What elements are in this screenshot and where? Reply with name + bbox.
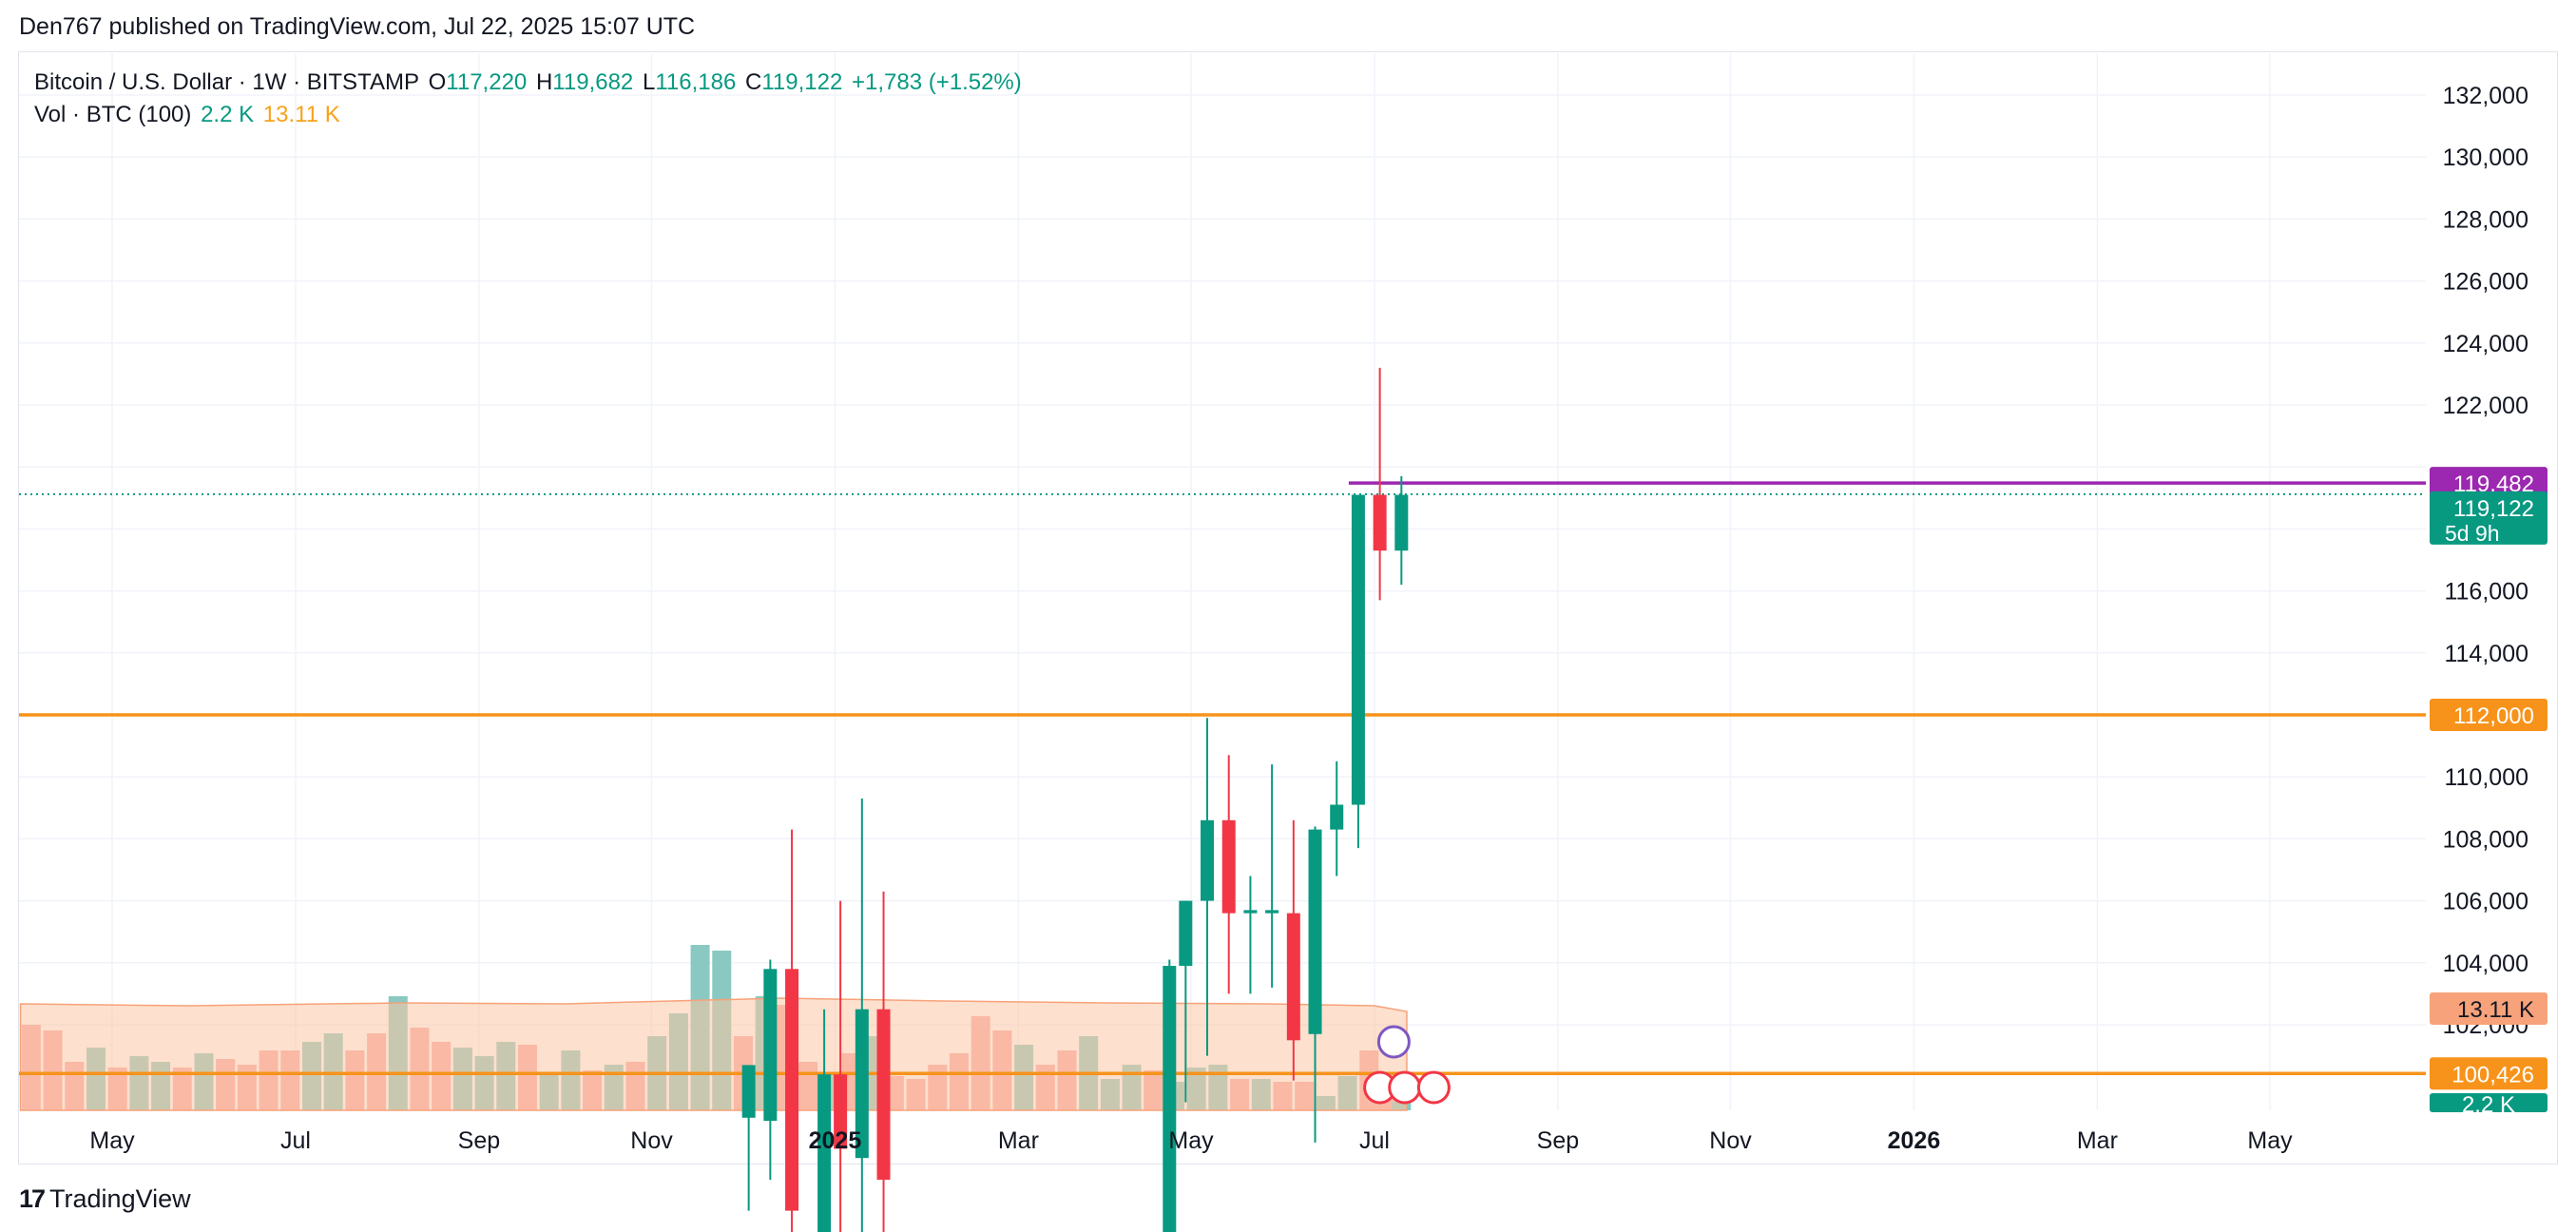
event-marker-icon bbox=[1388, 1070, 1422, 1105]
y-tick-label: 126,000 bbox=[2443, 269, 2528, 296]
x-tick-label: Jul bbox=[1359, 1127, 1390, 1154]
x-tick-label: 2026 bbox=[1888, 1127, 1941, 1154]
candle-body bbox=[1201, 819, 1215, 901]
close-label: C bbox=[744, 69, 762, 95]
x-tick-label: May bbox=[2247, 1127, 2293, 1154]
y-tick-label: 116,000 bbox=[2444, 579, 2528, 606]
open-label: O bbox=[428, 69, 447, 95]
volume-last-tag: 2.2 K bbox=[2462, 1092, 2515, 1118]
x-tick-label: May bbox=[89, 1127, 135, 1154]
volume-ma-tag: 13.11 K bbox=[2457, 997, 2534, 1023]
candle-body bbox=[1265, 910, 1279, 914]
x-tick-label: Mar bbox=[998, 1127, 1039, 1154]
volume-last-tag-bg bbox=[2430, 1093, 2547, 1112]
price-tag-100426: 100,426 bbox=[2451, 1062, 2534, 1088]
price-tag-112000: 112,000 bbox=[2453, 703, 2534, 729]
candle-body bbox=[1163, 966, 1177, 1232]
x-tick-label: Sep bbox=[458, 1127, 500, 1154]
volume-ma-value: 13.11 K bbox=[262, 102, 340, 127]
y-tick-label: 104,000 bbox=[2443, 951, 2528, 977]
candle-body bbox=[817, 1074, 832, 1232]
last-price-countdown: 5d 9h bbox=[2445, 521, 2500, 546]
y-tick-label: 110,000 bbox=[2444, 764, 2528, 791]
candle-body bbox=[763, 969, 778, 1122]
x-tick-label: Sep bbox=[1537, 1127, 1579, 1154]
candle-body bbox=[855, 1009, 869, 1159]
tradingview-logo[interactable]: 17 TradingView bbox=[19, 1184, 191, 1214]
candle-body bbox=[1221, 819, 1236, 914]
x-tick-label: Nov bbox=[1709, 1127, 1752, 1154]
x-tick-label: 2025 bbox=[809, 1127, 862, 1154]
price-tag-100426-bg bbox=[2430, 1057, 2547, 1090]
volume-value: 2.2 K bbox=[201, 102, 255, 127]
candle-body bbox=[1286, 913, 1300, 1041]
y-tick-label: 128,000 bbox=[2443, 206, 2528, 233]
x-tick-label: Jul bbox=[280, 1127, 311, 1154]
close-value: 119,122 bbox=[761, 69, 843, 95]
y-tick-label: 132,000 bbox=[2443, 83, 2528, 109]
candle-body bbox=[1179, 900, 1193, 967]
y-tick-label: 108,000 bbox=[2443, 826, 2528, 853]
candle-body bbox=[1394, 494, 1409, 551]
last-price-tag: 119,122 bbox=[2453, 496, 2534, 522]
chart-frame[interactable] bbox=[18, 51, 2558, 1165]
volume-ma-area bbox=[19, 997, 1408, 1111]
candle-body bbox=[1330, 804, 1344, 830]
candle-body bbox=[1351, 494, 1365, 805]
x-tick-label: Nov bbox=[630, 1127, 673, 1154]
candle-body bbox=[1308, 829, 1322, 1034]
price-tag-119482-bg bbox=[2430, 467, 2547, 500]
volume-label: Vol · BTC (100) bbox=[34, 102, 192, 127]
y-tick-label: 114,000 bbox=[2444, 641, 2528, 667]
price-tag-112000-bg bbox=[2430, 699, 2547, 731]
candle-body bbox=[1373, 494, 1387, 551]
candle-body bbox=[876, 1009, 891, 1180]
last-price-tag-bg bbox=[2430, 491, 2547, 545]
x-tick-label: Mar bbox=[2077, 1127, 2118, 1154]
published-line: Den767 published on TradingView.com, Jul… bbox=[19, 13, 696, 40]
change-value: +1,783 (+1.52%) bbox=[851, 69, 1022, 95]
candle-body bbox=[741, 1065, 756, 1118]
y-tick-label: 124,000 bbox=[2443, 331, 2528, 357]
tradingview-brand: TradingView bbox=[49, 1184, 191, 1213]
low-label: L bbox=[642, 69, 656, 95]
high-label: H bbox=[535, 69, 553, 95]
candle-body bbox=[785, 969, 799, 1211]
y-tick-label: 130,000 bbox=[2443, 144, 2528, 171]
candle-body bbox=[834, 1074, 848, 1149]
low-value: 116,186 bbox=[655, 69, 737, 95]
volume-legend-row: Vol · BTC (100) 2.2 K 13.11 K bbox=[34, 99, 1025, 131]
open-value: 117,220 bbox=[446, 69, 528, 95]
y-tick-label: 122,000 bbox=[2443, 393, 2528, 419]
tradingview-logo-icon: 17 bbox=[19, 1184, 46, 1213]
event-marker-icon bbox=[1376, 1025, 1411, 1059]
y-tick-label: 106,000 bbox=[2443, 889, 2528, 915]
volume-ma-tag-bg bbox=[2430, 992, 2547, 1025]
event-marker-icon bbox=[1416, 1070, 1451, 1105]
chart-legend: Bitcoin / U.S. Dollar · 1W · BITSTAMP O1… bbox=[34, 67, 1025, 131]
x-tick-label: May bbox=[1168, 1127, 1214, 1154]
candle-body bbox=[1243, 910, 1258, 914]
symbol-title: Bitcoin / U.S. Dollar · 1W · BITSTAMP bbox=[34, 69, 419, 95]
ohlc-legend-row: Bitcoin / U.S. Dollar · 1W · BITSTAMP O1… bbox=[34, 67, 1025, 99]
high-value: 119,682 bbox=[552, 69, 634, 95]
